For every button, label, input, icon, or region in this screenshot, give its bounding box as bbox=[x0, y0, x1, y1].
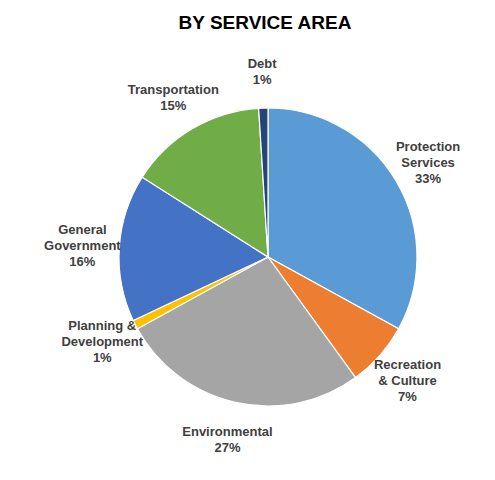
pie-slice bbox=[259, 108, 268, 257]
category-label: Transportation bbox=[128, 82, 219, 97]
pie-slice bbox=[142, 108, 268, 257]
category-label: Services bbox=[401, 155, 455, 170]
category-label: Government bbox=[44, 238, 121, 253]
category-label: Debt bbox=[248, 56, 278, 71]
data-label: 1% bbox=[93, 350, 112, 365]
data-label: 16% bbox=[69, 254, 95, 269]
slice-label: Environmental27% bbox=[182, 424, 272, 455]
category-label: Planning & bbox=[68, 318, 136, 333]
category-label: & Culture bbox=[378, 373, 437, 388]
category-label: Environmental bbox=[182, 424, 272, 439]
chart-container: BY SERVICE AREA ProtectionServices33% Recr… bbox=[0, 0, 495, 480]
chart-title: BY SERVICE AREA bbox=[179, 12, 352, 33]
pie-group: ProtectionServices33% Recreation& Culture… bbox=[44, 56, 460, 454]
category-label: Development bbox=[61, 334, 143, 349]
data-label: 15% bbox=[160, 98, 186, 113]
category-label: Recreation bbox=[374, 357, 441, 372]
category-label: Protection bbox=[396, 139, 460, 154]
data-label: 27% bbox=[214, 440, 240, 455]
slice-label: GeneralGovernment16% bbox=[44, 222, 121, 269]
category-label: General bbox=[58, 222, 106, 237]
chart-svg: BY SERVICE AREA ProtectionServices33% Recr… bbox=[0, 0, 495, 480]
slice-label: ProtectionServices33% bbox=[396, 139, 460, 186]
slice-label: Transportation15% bbox=[128, 82, 219, 113]
data-label: 1% bbox=[253, 72, 272, 87]
data-label: 7% bbox=[398, 389, 417, 404]
slice-label: Recreation& Culture7% bbox=[374, 357, 441, 404]
slice-label: Planning &Development1% bbox=[61, 318, 143, 365]
data-label: 33% bbox=[415, 171, 441, 186]
slice-label: Debt1% bbox=[248, 56, 278, 87]
